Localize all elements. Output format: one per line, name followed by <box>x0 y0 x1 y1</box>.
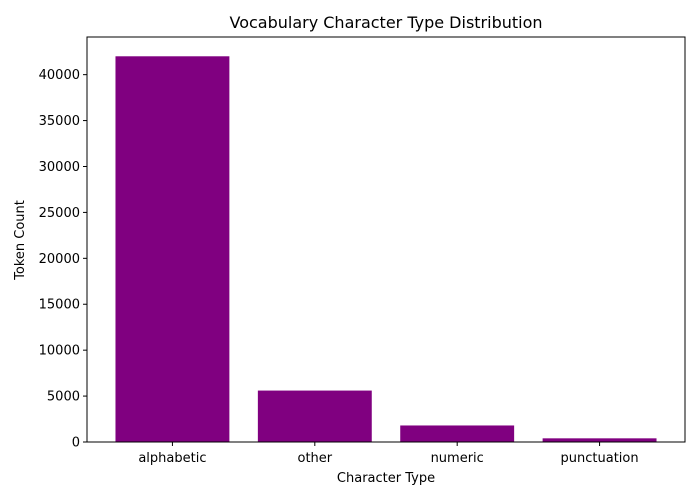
y-tick-label: 30000 <box>39 160 80 175</box>
y-tick-label: 20000 <box>39 252 80 267</box>
x-axis-label: Character Type <box>337 471 435 486</box>
y-axis-ticks: 0 5000 10000 15000 20000 25000 30000 35000 40000 <box>39 68 87 451</box>
bar-punctuation <box>542 438 657 442</box>
x-tick-label: other <box>297 451 332 466</box>
x-tick-label: numeric <box>431 451 484 466</box>
x-tick-label: punctuation <box>561 451 639 466</box>
y-tick-label: 35000 <box>39 114 80 129</box>
y-tick-label: 40000 <box>39 68 80 83</box>
y-tick-label: 15000 <box>39 298 80 313</box>
x-tick-label: alphabetic <box>138 451 206 466</box>
y-tick-label: 25000 <box>39 206 80 221</box>
bar-other <box>257 390 372 442</box>
bars-layer <box>115 56 657 442</box>
y-tick-label: 0 <box>72 436 80 451</box>
plot-frame <box>86 36 686 443</box>
y-tick-label: 5000 <box>47 390 80 405</box>
bar-numeric <box>400 425 515 442</box>
bar-alphabetic <box>115 56 230 442</box>
x-axis-ticks: alphabetic other numeric punctuation <box>138 442 639 466</box>
y-axis-label: Token Count <box>13 200 28 281</box>
y-tick-label: 10000 <box>39 344 80 359</box>
chart-title: Vocabulary Character Type Distribution <box>229 13 542 32</box>
